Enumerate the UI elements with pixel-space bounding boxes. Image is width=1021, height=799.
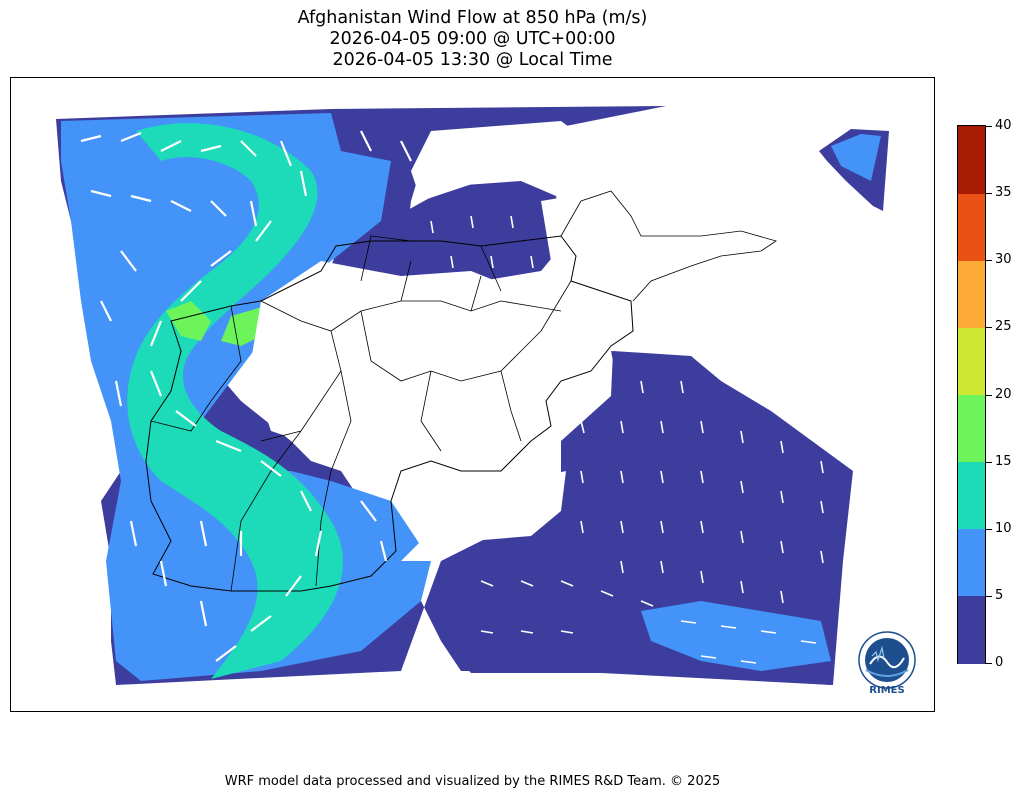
colorbar-tick — [986, 193, 992, 194]
wind-field-northeast-fast — [831, 134, 881, 181]
terrain-mask-central — [251, 261, 631, 471]
colorbar-tick-label: 20 — [995, 387, 1012, 402]
wind-field-east — [439, 351, 853, 685]
wind-vectors-west — [80, 130, 452, 662]
rimes-globe-icon — [858, 631, 916, 689]
colorbar-tick — [986, 596, 992, 597]
map-title: Afghanistan Wind Flow at 850 hPa (m/s) 2… — [0, 8, 945, 71]
colorbar-band — [958, 461, 985, 530]
colorbar-band — [958, 394, 985, 463]
title-line-3: 2026-04-05 13:30 @ Local Time — [332, 50, 613, 70]
central-asia-borders — [360, 190, 777, 302]
colorbar-tick — [986, 327, 992, 328]
colorbar-tick — [986, 529, 992, 530]
colorbar-tick-label: 25 — [995, 319, 1012, 334]
internal-borders — [150, 260, 572, 592]
colorbar-band — [958, 595, 985, 664]
colorbar-tick-label: 15 — [995, 454, 1012, 469]
colorbar-band — [958, 260, 985, 328]
colorbar-tick-label: 0 — [995, 655, 1004, 670]
terrain-mask-north — [411, 121, 601, 201]
wind-map — [56, 106, 889, 685]
afghanistan-border — [145, 235, 634, 592]
colorbar-band — [958, 193, 985, 261]
colorbar-tick-label: 5 — [995, 588, 1004, 603]
colorbar-tick-label: 35 — [995, 185, 1012, 200]
credit-footer: WRF model data processed and visualized … — [224, 774, 721, 789]
rimes-logo: RIMES — [852, 630, 922, 700]
terrain-mask-northeast — [541, 191, 781, 331]
title-line-1: Afghanistan Wind Flow at 850 hPa (m/s) — [297, 8, 648, 28]
title-line-2: 2026-04-05 09:00 @ UTC+00:00 — [329, 29, 616, 49]
colorbar-tick-label: 40 — [995, 118, 1012, 133]
colorbar-tick-label: 30 — [995, 252, 1012, 267]
colorbar-tick — [986, 462, 992, 463]
colorbar-tick — [986, 126, 992, 127]
wind-vectors-east — [430, 215, 824, 664]
colorbar-tick — [986, 663, 992, 664]
map-frame — [10, 77, 935, 712]
colorbar — [957, 125, 986, 664]
wind-field-west-15 — [166, 301, 211, 341]
wind-field-north — [331, 181, 566, 281]
colorbar-tick — [986, 260, 992, 261]
terrain-mask-south — [401, 471, 566, 561]
logo-text: RIMES — [869, 685, 905, 696]
colorbar-tick — [986, 395, 992, 396]
wind-vectors — [80, 130, 824, 664]
colorbar-band — [958, 327, 985, 395]
colorbar-band — [958, 528, 985, 597]
wind-field-southeast-5 — [641, 601, 831, 671]
wind-field-west-10 — [127, 123, 343, 679]
colorbar-band — [958, 126, 985, 194]
colorbar-tick-label: 10 — [995, 521, 1012, 536]
